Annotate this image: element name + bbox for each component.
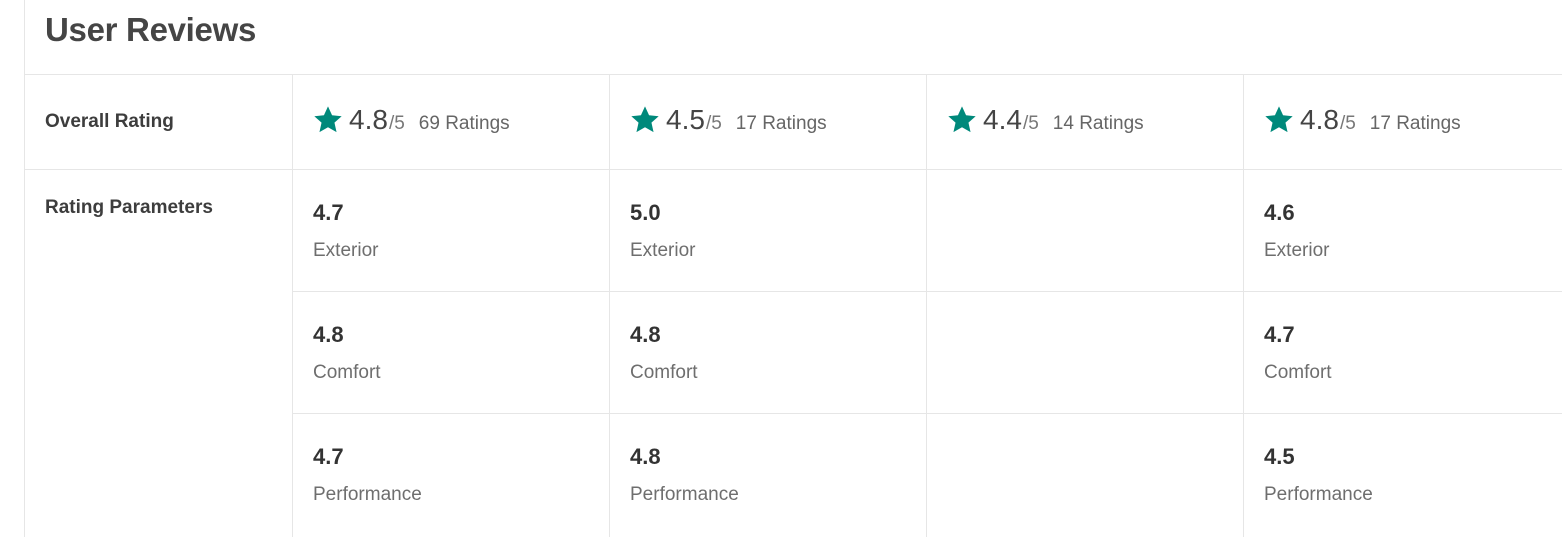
star-icon [314,106,342,133]
parameter-score: 4.8 [630,322,661,347]
overall-rating-value: 4.5/5 17 Ratings [629,104,827,136]
overall-rating-cell: 4.4/5 14 Ratings [926,75,1243,169]
rating-parameter-cell: 4.7 Exterior [292,170,609,292]
rating-parameters-label: Rating Parameters [45,197,213,218]
parameter-score: 4.6 [1264,200,1295,225]
user-reviews-panel: User Reviews Overall Rating 4.8/5 69 Rati… [24,0,1562,537]
overall-rating-cell: 4.8/5 17 Ratings [1243,75,1562,169]
page-title: User Reviews [45,11,257,48]
score-out-of: /5 [388,113,405,134]
score-out-of: /5 [1339,113,1356,134]
overall-rating-value: 4.4/5 14 Ratings [946,104,1144,136]
parameter-score: 4.8 [313,322,344,347]
rating-parameter-cell [926,170,1243,292]
rating-parameter-cell: 4.7 Performance [292,414,609,537]
parameter-score: 4.7 [1264,322,1295,347]
rating-parameters-row: Rating Parameters 4.7 Exterior 4.8 Comfort 4… [25,170,1562,537]
parameter-name: Comfort [630,362,698,383]
overall-score: 4.5 [666,104,705,135]
ratings-count: 17 Ratings [735,113,827,134]
ratings-count: 17 Ratings [1369,113,1461,134]
parameter-name: Exterior [1264,240,1330,261]
overall-rating-label: Overall Rating [45,111,174,132]
parameter-name: Performance [313,484,422,505]
parameter-name: Exterior [313,240,379,261]
overall-rating-cell: 4.5/5 17 Ratings [609,75,926,169]
star-icon [631,106,659,133]
rating-parameter-cell: 5.0 Exterior [609,170,926,292]
rating-parameter-cell [926,414,1243,537]
rating-parameter-cell: 4.8 Comfort [609,292,926,414]
score-out-of: /5 [705,113,722,134]
ratings-count: 14 Ratings [1052,113,1144,134]
rating-parameter-cell: 4.5 Performance [1243,414,1562,537]
parameter-name: Comfort [313,362,381,383]
parameter-score: 5.0 [630,200,661,225]
rating-parameter-cell [926,292,1243,414]
rating-parameter-cell: 4.8 Comfort [292,292,609,414]
star-icon [948,106,976,133]
overall-rating-value: 4.8/5 69 Ratings [312,104,510,136]
score-out-of: /5 [1022,113,1039,134]
overall-score: 4.8 [349,104,388,135]
overall-rating-cell: 4.8/5 69 Ratings [292,75,609,169]
overall-score: 4.8 [1300,104,1339,135]
panel-header: User Reviews [25,0,1562,75]
parameter-name: Comfort [1264,362,1332,383]
parameter-name: Performance [630,484,739,505]
parameter-score: 4.7 [313,200,344,225]
parameter-score: 4.7 [313,444,344,469]
parameter-score: 4.8 [630,444,661,469]
rating-parameter-cell: 4.8 Performance [609,414,926,537]
rating-parameter-cell: 4.7 Comfort [1243,292,1562,414]
parameter-name: Exterior [630,240,696,261]
parameter-score: 4.5 [1264,444,1295,469]
star-icon [1265,106,1293,133]
overall-rating-value: 4.8/5 17 Ratings [1263,104,1461,136]
parameter-name: Performance [1264,484,1373,505]
overall-rating-row: Overall Rating 4.8/5 69 Ratings 4.5/5 17 R… [25,75,1562,170]
rating-parameter-cell: 4.6 Exterior [1243,170,1562,292]
overall-score: 4.4 [983,104,1022,135]
ratings-count: 69 Ratings [418,113,510,134]
